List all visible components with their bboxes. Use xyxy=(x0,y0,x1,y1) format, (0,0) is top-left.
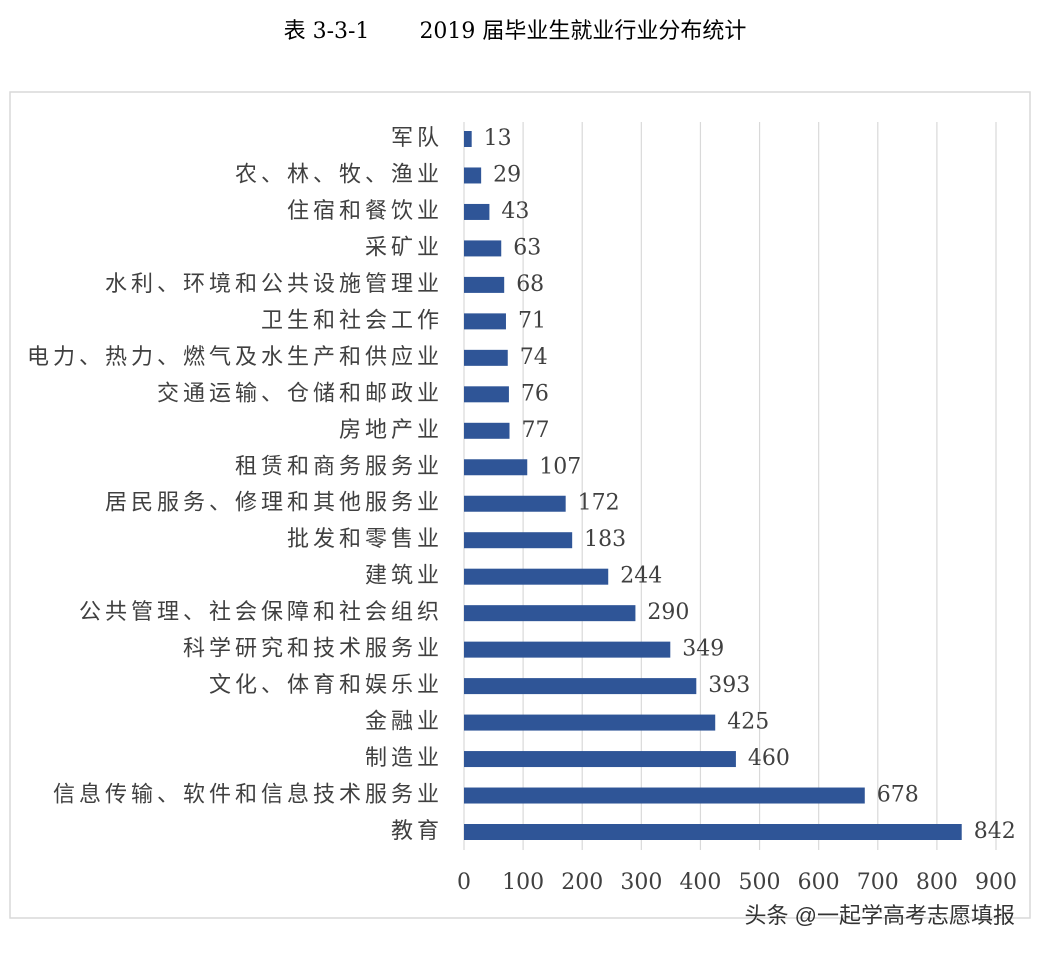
y-tick-label: 批发和零售业 xyxy=(287,527,443,552)
table-label: 表 3-3-1 xyxy=(284,19,370,44)
x-tick-label: 0 xyxy=(457,870,471,895)
bar xyxy=(464,605,636,622)
y-tick-label: 房地产业 xyxy=(339,418,443,443)
chart-title: 表 3-3-1 2019 届毕业生就业行业分布统计 xyxy=(284,19,747,44)
bar xyxy=(464,422,510,439)
value-label: 107 xyxy=(539,454,581,479)
bar xyxy=(464,276,505,293)
y-tick-label: 科学研究和技术服务业 xyxy=(183,637,443,662)
y-tick-label: 住宿和餐饮业 xyxy=(287,199,443,224)
bar xyxy=(464,167,482,184)
y-tick-label: 文化、体育和娱乐业 xyxy=(209,673,443,698)
bar xyxy=(464,459,528,476)
y-tick-label: 金融业 xyxy=(365,710,443,735)
x-tick-label: 500 xyxy=(739,870,781,895)
value-label: 183 xyxy=(584,527,626,552)
x-tick-label: 200 xyxy=(561,870,603,895)
value-label: 425 xyxy=(727,710,769,735)
y-tick-label: 居民服务、修理和其他服务业 xyxy=(105,491,443,516)
y-tick-label: 卫生和社会工作 xyxy=(261,308,443,333)
x-tick-label: 400 xyxy=(679,870,721,895)
value-label: 460 xyxy=(748,746,790,771)
bar xyxy=(464,678,697,695)
value-label: 43 xyxy=(501,199,529,224)
x-tick-label: 900 xyxy=(975,870,1017,895)
bar xyxy=(464,568,609,585)
value-label: 29 xyxy=(493,162,521,187)
y-tick-label: 交通运输、仓储和邮政业 xyxy=(157,381,443,406)
bar xyxy=(464,751,736,768)
bar xyxy=(464,787,865,804)
y-tick-label: 制造业 xyxy=(365,746,443,771)
watermark: 头条 @一起学高考志愿填报 xyxy=(745,903,1015,928)
bar xyxy=(464,641,671,658)
bar xyxy=(464,386,509,403)
bar xyxy=(464,349,508,366)
value-label: 76 xyxy=(521,381,549,406)
title-text: 2019 届毕业生就业行业分布统计 xyxy=(419,19,746,44)
value-label: 172 xyxy=(578,491,620,516)
y-tick-label: 信息传输、软件和信息技术服务业 xyxy=(53,783,443,808)
value-label: 244 xyxy=(620,564,662,589)
y-tick-label: 军队 xyxy=(391,126,443,151)
bar xyxy=(464,240,502,257)
y-tick-label: 农、林、牧、渔业 xyxy=(235,162,443,187)
value-label: 71 xyxy=(518,308,546,333)
y-tick-label: 建筑业 xyxy=(365,564,443,589)
y-tick-label: 租赁和商务服务业 xyxy=(235,454,443,479)
value-label: 13 xyxy=(484,126,512,151)
x-tick-label: 800 xyxy=(916,870,958,895)
x-tick-label: 600 xyxy=(798,870,840,895)
bar xyxy=(464,714,716,731)
y-tick-label: 采矿业 xyxy=(365,235,443,260)
value-label: 349 xyxy=(682,637,724,662)
bar xyxy=(464,313,506,330)
y-tick-label: 公共管理、社会保障和社会组织 xyxy=(79,600,443,625)
bar xyxy=(464,824,962,840)
value-label: 678 xyxy=(877,783,919,808)
value-label: 842 xyxy=(974,819,1016,844)
y-tick-label: 教育 xyxy=(391,819,443,844)
value-label: 77 xyxy=(522,418,550,443)
value-label: 68 xyxy=(516,272,544,297)
bar xyxy=(464,495,566,512)
bar xyxy=(464,203,490,220)
y-tick-label: 水利、环境和公共设施管理业 xyxy=(105,272,443,297)
chart-frame xyxy=(9,91,1031,919)
value-label: 290 xyxy=(647,600,689,625)
value-label: 393 xyxy=(708,673,750,698)
bar xyxy=(464,532,573,549)
x-tick-label: 300 xyxy=(620,870,662,895)
bar xyxy=(464,131,472,147)
y-tick-label: 电力、热力、燃气及水生产和供应业 xyxy=(27,345,443,370)
value-label: 63 xyxy=(513,235,541,260)
x-tick-label: 100 xyxy=(502,870,544,895)
value-label: 74 xyxy=(520,345,548,370)
x-tick-label: 700 xyxy=(857,870,899,895)
